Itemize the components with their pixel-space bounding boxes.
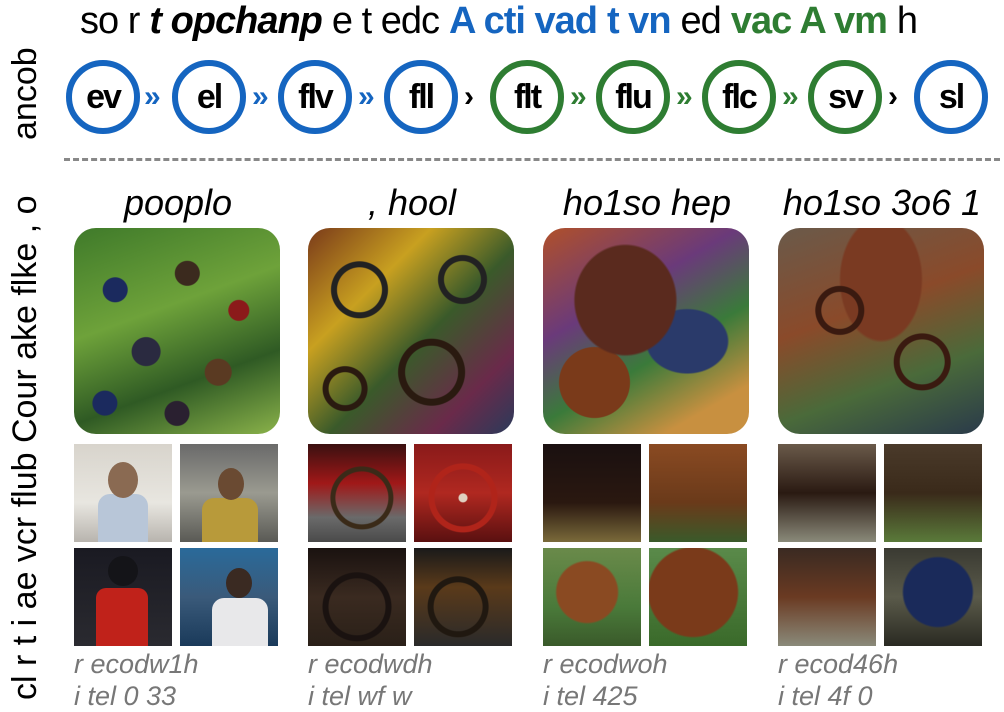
chain-node: sl bbox=[914, 60, 988, 134]
column-title: ho1so 3o6 1 bbox=[782, 182, 982, 223]
example-image bbox=[74, 444, 172, 542]
legend-part: h bbox=[896, 0, 918, 42]
column-title: ho1so hep bbox=[562, 182, 732, 223]
example-image bbox=[414, 444, 512, 542]
legend: so r t opchanp e t edc A cti vad t vn ed… bbox=[80, 0, 927, 44]
column-title: pooplo bbox=[123, 182, 233, 223]
chain-arrow: › bbox=[464, 80, 474, 113]
chain-node: sv bbox=[808, 60, 882, 134]
column-meta-line1: r ecodwdh bbox=[308, 649, 433, 679]
legend-part: vac A vm bbox=[730, 0, 888, 42]
legend-part: A cti vad bbox=[448, 0, 598, 42]
legend-part: e t edc bbox=[331, 0, 440, 42]
chain-arrow: » bbox=[782, 80, 799, 113]
example-image bbox=[180, 444, 278, 542]
example-image bbox=[884, 444, 982, 542]
feature-visualization bbox=[778, 228, 984, 434]
example-image bbox=[649, 444, 747, 542]
chain-arrow: › bbox=[888, 80, 898, 113]
chain-arrow: » bbox=[676, 80, 693, 113]
chain-arrow: » bbox=[252, 80, 269, 113]
chain-arrow: » bbox=[144, 80, 161, 113]
feature-visualization bbox=[543, 228, 749, 434]
column-meta-line2: i tel 425 bbox=[543, 681, 638, 711]
example-grid bbox=[543, 444, 751, 646]
feature-column: , hool r ecodwdh i tel wf w bbox=[308, 182, 516, 710]
legend-part: so r bbox=[80, 0, 140, 42]
feature-visualization bbox=[74, 228, 280, 434]
example-grid bbox=[308, 444, 516, 646]
chain-node: flt bbox=[490, 60, 564, 134]
divider bbox=[64, 158, 1000, 161]
feature-column: pooplo r ecodw1h i tel 0 33 bbox=[74, 182, 282, 710]
column-meta-line1: r ecodw1h bbox=[74, 649, 199, 679]
example-image bbox=[308, 444, 406, 542]
side-label-top: ancob bbox=[6, 47, 44, 140]
example-image bbox=[649, 548, 747, 646]
example-image bbox=[778, 444, 876, 542]
chain-node: flu bbox=[596, 60, 670, 134]
legend-part: ed bbox=[680, 0, 722, 42]
column-meta-line2: i tel 4f 0 bbox=[778, 681, 873, 711]
column-meta-line1: r ecodwoh bbox=[543, 649, 668, 679]
column-title: , hool bbox=[367, 182, 457, 223]
example-image bbox=[884, 548, 982, 646]
legend-part: t opchanp bbox=[149, 0, 323, 42]
feature-column: ho1so hep r ecodwoh i tel 425 bbox=[543, 182, 751, 710]
example-image bbox=[308, 548, 406, 646]
chain-node: ev bbox=[66, 60, 140, 134]
column-meta-line2: i tel 0 33 bbox=[74, 681, 177, 711]
example-image bbox=[414, 548, 512, 646]
side-label-bottom: cl r t i ae vcr flub Cour ake flke , o bbox=[6, 195, 44, 700]
example-grid bbox=[778, 444, 986, 646]
example-image bbox=[180, 548, 278, 646]
feature-column: ho1so 3o6 1 r ecod46h i tel 4f 0 bbox=[778, 182, 986, 710]
chain-node: flv bbox=[278, 60, 352, 134]
column-meta-line2: i tel wf w bbox=[308, 681, 412, 711]
column-meta-line1: r ecod46h bbox=[778, 649, 899, 679]
chain-node: flc bbox=[702, 60, 776, 134]
legend-part: t vn bbox=[606, 0, 672, 42]
chain-node: fll bbox=[384, 60, 458, 134]
chain-arrow: » bbox=[358, 80, 375, 113]
feature-visualization bbox=[308, 228, 514, 434]
example-grid bbox=[74, 444, 282, 646]
example-image bbox=[778, 548, 876, 646]
chain-arrow: » bbox=[570, 80, 587, 113]
chain-node: el bbox=[172, 60, 246, 134]
example-image bbox=[543, 444, 641, 542]
example-image bbox=[74, 548, 172, 646]
example-image bbox=[543, 548, 641, 646]
layer-chain: ev » el » flv » fll › flt » flu » flc » … bbox=[66, 60, 996, 134]
